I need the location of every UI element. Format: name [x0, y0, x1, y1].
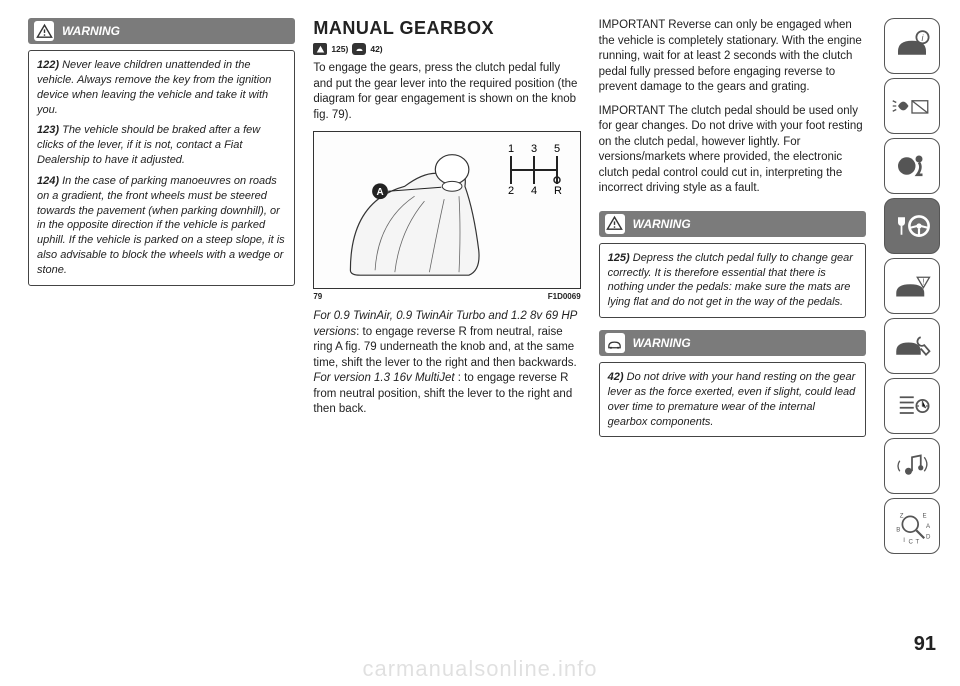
paragraph: For 0.9 TwinAir, 0.9 TwinAir Turbo and 1… — [313, 309, 580, 418]
svg-text:i: i — [922, 33, 925, 43]
paragraph: IMPORTANT Reverse can only be engaged wh… — [599, 18, 866, 96]
ref-num: 42) — [370, 44, 382, 54]
warn-num: 122) — [37, 59, 59, 71]
tab-info-icon[interactable]: i — [884, 18, 940, 74]
italic-lead: For version 1.3 16v MultiJet — [313, 372, 457, 384]
svg-text:Z: Z — [900, 512, 904, 519]
svg-text:D: D — [926, 533, 931, 540]
warn-text: The vehicle should be braked after a few… — [37, 124, 260, 166]
callout-a: A — [377, 187, 384, 198]
warning-box: 125) Depress the clutch pedal fully to c… — [599, 243, 866, 318]
figure-gear-lever: A 1 3 5 2 4 R — [313, 131, 580, 289]
svg-text:I: I — [903, 537, 905, 544]
tab-emergency-icon[interactable]: ! — [884, 258, 940, 314]
paragraph: IMPORTANT The clutch pedal should be use… — [599, 104, 866, 197]
paragraph: To engage the gears, press the clutch pe… — [313, 61, 580, 123]
tab-lights-icon[interactable] — [884, 78, 940, 134]
svg-text:4: 4 — [531, 185, 537, 197]
svg-text:T: T — [915, 539, 919, 546]
warn-text: Do not drive with your hand resting on t… — [608, 371, 856, 428]
gear-bottom: 2 — [508, 185, 514, 197]
warning-small-icon — [313, 43, 327, 55]
warn-num: 124) — [37, 175, 59, 187]
svg-text:B: B — [896, 526, 900, 533]
svg-text:A: A — [926, 523, 931, 530]
fig-code: F1D0069 — [548, 292, 581, 301]
gear-top: 1 — [508, 143, 514, 155]
tab-maintenance-icon[interactable] — [884, 318, 940, 374]
fig-num: 79 — [313, 292, 322, 301]
warn-text: Never leave children unattended in the v… — [37, 59, 271, 116]
warning-label: WARNING — [633, 217, 691, 231]
svg-text:3: 3 — [531, 143, 537, 155]
section-tabs: i ! Z — [884, 18, 940, 630]
warn-num: 123) — [37, 124, 59, 136]
tab-specs-icon[interactable] — [884, 378, 940, 434]
tab-driving-icon[interactable] — [884, 198, 940, 254]
tab-index-icon[interactable]: Z E B A I C T D — [884, 498, 940, 554]
warning-header: WARNING — [599, 211, 866, 237]
svg-text:!: ! — [922, 277, 924, 286]
warn-num: 125) — [608, 252, 630, 264]
tab-multimedia-icon[interactable] — [884, 438, 940, 494]
section-title: MANUAL GEARBOX — [313, 18, 580, 39]
warn-text: In the case of parking manoeuvres on roa… — [37, 175, 285, 276]
figure-caption: 79 F1D0069 — [313, 292, 580, 301]
warning-triangle-icon — [34, 21, 54, 41]
warning-label: WARNING — [62, 24, 120, 38]
watermark: carmanualsonline.info — [0, 656, 960, 682]
tab-airbag-icon[interactable] — [884, 138, 940, 194]
warning-box: 42) Do not drive with your hand resting … — [599, 362, 866, 437]
warning-label: WARNING — [633, 336, 691, 350]
car-small-icon — [352, 43, 366, 55]
warn-num: 42) — [608, 371, 624, 383]
warn-text: Depress the clutch pedal fully to change… — [608, 252, 853, 309]
svg-text:5: 5 — [554, 143, 560, 155]
svg-text:E: E — [922, 512, 926, 519]
warning-triangle-icon — [605, 214, 625, 234]
warning-box: 122) Never leave children unattended in … — [28, 50, 295, 286]
warning-header: WARNING — [28, 18, 295, 44]
car-warning-icon — [605, 333, 625, 353]
warning-header: WARNING — [599, 330, 866, 356]
ref-line: 125) 42) — [313, 43, 580, 55]
page-number: 91 — [914, 633, 936, 656]
svg-text:R: R — [554, 185, 562, 197]
ref-num: 125) — [331, 44, 348, 54]
svg-text:C: C — [908, 539, 913, 546]
